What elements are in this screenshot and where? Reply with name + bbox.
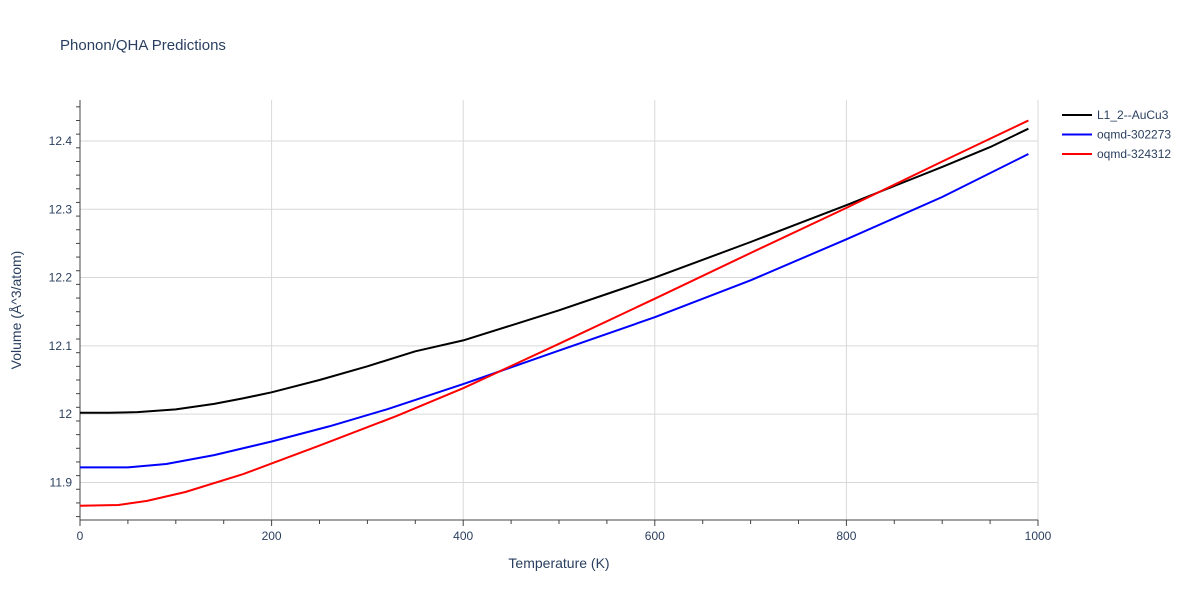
x-tick-label: 0 xyxy=(77,529,84,543)
y-tick-label: 11.9 xyxy=(50,475,73,489)
x-tick-label: 1000 xyxy=(1025,529,1052,543)
x-tick-label: 600 xyxy=(645,529,665,543)
legend-item-oqmd-324312[interactable]: oqmd-324312 xyxy=(1062,147,1171,161)
x-tick-label: 200 xyxy=(262,529,282,543)
x-tick-label: 400 xyxy=(453,529,473,543)
gridlines xyxy=(80,100,1039,520)
y-axis-label: Volume (Å^3/atom) xyxy=(8,251,24,370)
x-tick-label: 800 xyxy=(836,529,856,543)
legend-label: oqmd-302273 xyxy=(1097,128,1171,142)
plot-area xyxy=(79,119,1029,507)
y-tick-label: 12.4 xyxy=(49,134,73,148)
y-tick-label: 12 xyxy=(59,407,73,421)
series-line-L1_2--AuCu3 xyxy=(80,127,1029,414)
x-axis-ticks: 0 200 400 600 800 1000 xyxy=(77,520,1052,543)
y-axis-ticks: 11.9 12 12.1 12.2 12.3 12.4 xyxy=(49,106,80,518)
legend-label: L1_2--AuCu3 xyxy=(1097,108,1169,122)
y-tick-label: 12.3 xyxy=(49,202,73,216)
legend[interactable]: L1_2--AuCu3 oqmd-302273 oqmd-324312 xyxy=(1062,108,1171,161)
legend-item-oqmd-302273[interactable]: oqmd-302273 xyxy=(1062,128,1171,142)
legend-label: oqmd-324312 xyxy=(1097,147,1171,161)
series-line-oqmd-324312 xyxy=(79,119,1029,507)
y-tick-label: 12.1 xyxy=(49,339,73,353)
x-axis-label: Temperature (K) xyxy=(508,555,609,571)
y-tick-label: 12.2 xyxy=(49,271,73,285)
legend-item-L1_2--AuCu3[interactable]: L1_2--AuCu3 xyxy=(1062,108,1169,122)
chart-title: Phonon/QHA Predictions xyxy=(60,37,226,54)
series-line-oqmd-302273 xyxy=(80,153,1029,469)
